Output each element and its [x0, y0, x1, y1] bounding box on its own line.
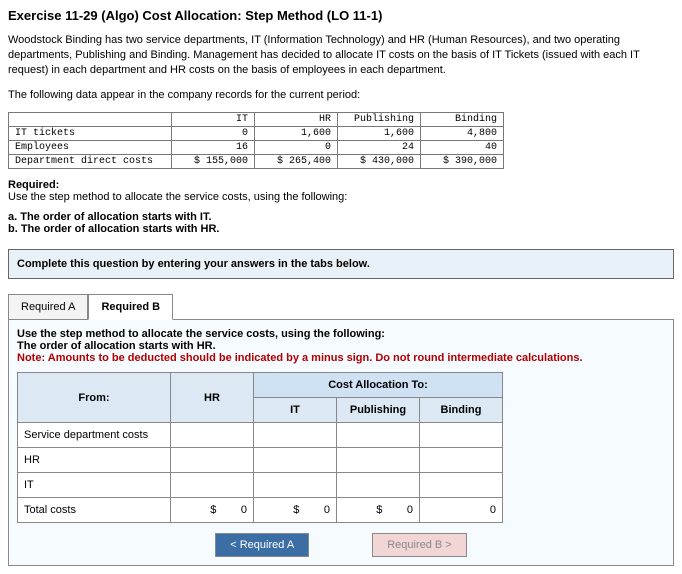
- alloc-row-service-label: Service department costs: [18, 423, 171, 448]
- alloc-total-bind: 0: [420, 498, 503, 523]
- data-row-direct-costs: Department direct costs $ 155,000 $ 265,…: [9, 155, 504, 169]
- data-th-blank: [9, 113, 172, 127]
- data-th-publishing: Publishing: [338, 113, 421, 127]
- alloc-th-group: Cost Allocation To:: [254, 373, 503, 398]
- tab-required-a[interactable]: Required A: [8, 294, 88, 320]
- alloc-input-it-hr[interactable]: [171, 473, 254, 498]
- intro-paragraph-1: Woodstock Binding has two service depart…: [8, 33, 674, 78]
- alloc-th-hr: HR: [171, 373, 254, 423]
- alloc-input-service-hr[interactable]: [171, 423, 254, 448]
- alloc-input-hr-pub[interactable]: [337, 448, 420, 473]
- alloc-th-it: IT: [254, 398, 337, 423]
- req-a: a. The order of allocation starts with I…: [8, 211, 212, 223]
- next-button[interactable]: Required B >: [372, 533, 467, 557]
- tab-required-b[interactable]: Required B: [88, 294, 173, 320]
- alloc-row-total-label: Total costs: [18, 498, 171, 523]
- intro-paragraph-2: The following data appear in the company…: [8, 88, 674, 103]
- alloc-total-it: $ 0: [254, 498, 337, 523]
- alloc-row-hr-label: HR: [18, 448, 171, 473]
- data-th-it: IT: [172, 113, 255, 127]
- tab-note: Note: Amounts to be deducted should be i…: [17, 352, 583, 364]
- data-th-hr: HR: [255, 113, 338, 127]
- exercise-title: Exercise 11-29 (Algo) Cost Allocation: S…: [8, 8, 674, 23]
- alloc-input-hr-bind[interactable]: [420, 448, 503, 473]
- required-block: Required: Use the step method to allocat…: [8, 179, 674, 203]
- alloc-input-service-pub[interactable]: [337, 423, 420, 448]
- req-b: b. The order of allocation starts with H…: [8, 223, 219, 235]
- tab-instr-1: Use the step method to allocate the serv…: [17, 328, 385, 340]
- required-label: Required:: [8, 179, 59, 191]
- required-text: Use the step method to allocate the serv…: [8, 191, 347, 203]
- alloc-th-from: From:: [18, 373, 171, 423]
- alloc-th-publishing: Publishing: [337, 398, 420, 423]
- data-table: IT HR Publishing Binding IT tickets 0 1,…: [8, 112, 504, 169]
- alloc-input-it-it[interactable]: [254, 473, 337, 498]
- data-th-binding: Binding: [421, 113, 504, 127]
- tab-instr-2: The order of allocation starts with HR.: [17, 340, 216, 352]
- alloc-input-it-bind[interactable]: [420, 473, 503, 498]
- alloc-input-service-bind[interactable]: [420, 423, 503, 448]
- prev-button[interactable]: < Required A: [215, 533, 309, 557]
- alloc-row-it-label: IT: [18, 473, 171, 498]
- alloc-total-hr: $ 0: [171, 498, 254, 523]
- data-row-tickets: IT tickets 0 1,600 1,600 4,800: [9, 127, 504, 141]
- alloc-input-hr-it[interactable]: [254, 448, 337, 473]
- alloc-input-service-it[interactable]: [254, 423, 337, 448]
- tab-body: Use the step method to allocate the serv…: [8, 319, 674, 566]
- data-row-employees: Employees 16 0 24 40: [9, 141, 504, 155]
- alloc-total-pub: $ 0: [337, 498, 420, 523]
- alloc-input-hr-hr[interactable]: [171, 448, 254, 473]
- alloc-th-binding: Binding: [420, 398, 503, 423]
- allocation-table: From: HR Cost Allocation To: IT Publishi…: [17, 372, 503, 523]
- complete-instruction: Complete this question by entering your …: [8, 249, 674, 279]
- alloc-input-it-pub[interactable]: [337, 473, 420, 498]
- tabs: Required A Required B: [8, 293, 674, 319]
